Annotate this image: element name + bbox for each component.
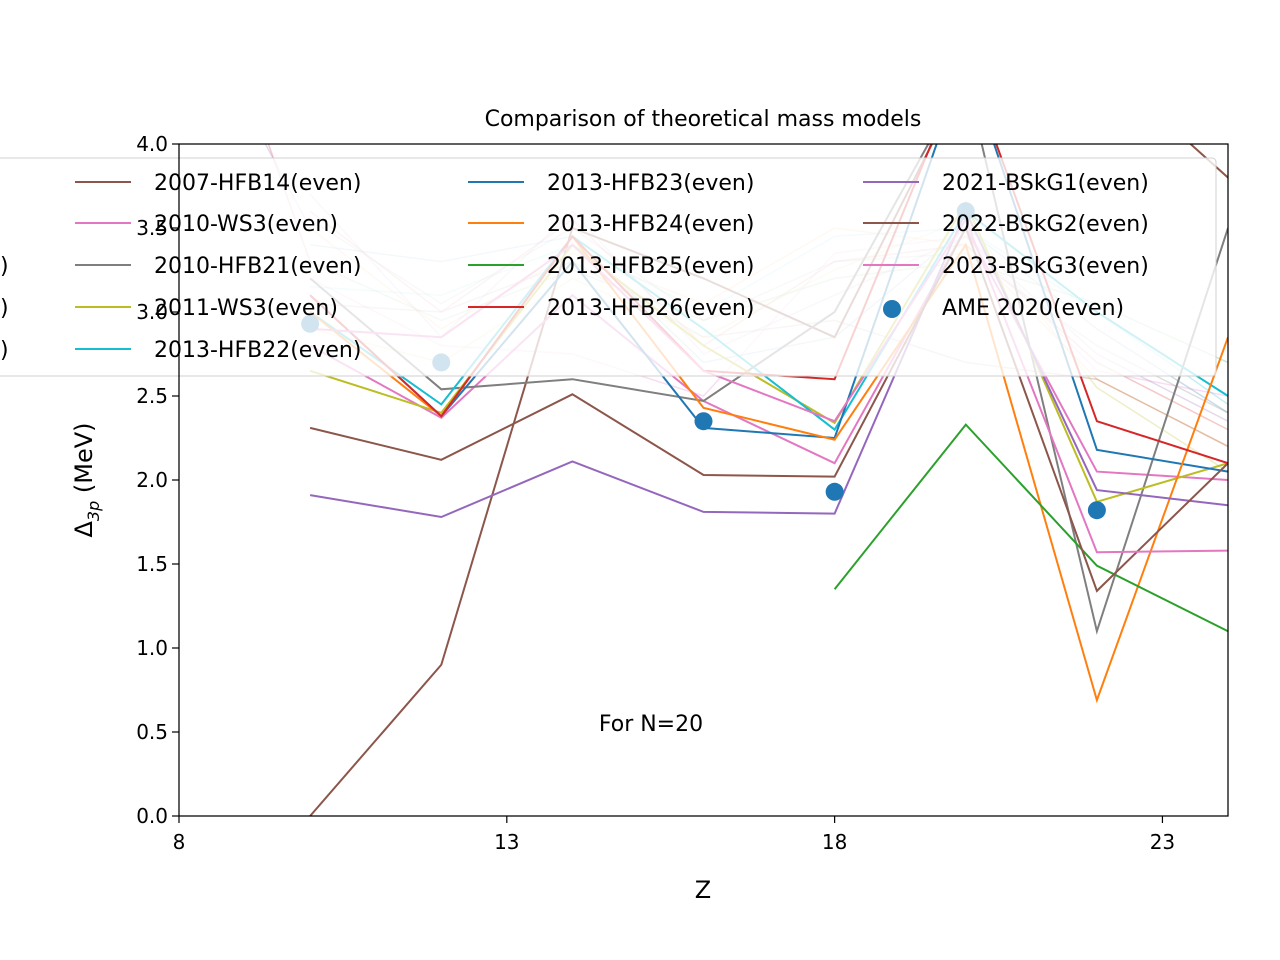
annotation-text: For N=20 xyxy=(599,712,703,737)
y-tick-label-3: 1.5 xyxy=(136,552,168,576)
legend-label-8: 2013-HFB26(even) xyxy=(547,296,754,321)
ame-data-point-2 xyxy=(694,412,713,431)
legend: 2007-HFB14(even) 2010-WS3(even) 2010-HFB21… xyxy=(0,157,1217,377)
legend-label-9: 2021-BSkG1(even) xyxy=(942,171,1149,196)
legend-marker-12 xyxy=(883,300,901,318)
legend-label-5: 2013-HFB23(even) xyxy=(547,171,754,196)
legend-label-12: AME 2020(even) xyxy=(942,296,1124,321)
ame-data-point-3 xyxy=(825,482,844,501)
y-axis-label-unit: (MeV) xyxy=(70,422,98,500)
legend-label-3: 2011-WS3(even) xyxy=(154,296,338,321)
y-axis-label-sub: 3p xyxy=(84,501,103,521)
y-tick-label-7: 3.5 xyxy=(136,216,168,240)
chart-title: Comparison of theoretical mass models xyxy=(485,107,922,132)
legend-partial-label-2: ) xyxy=(0,338,9,363)
y-axis-label: Δ3p (MeV) xyxy=(70,422,103,537)
legend-label-1: 2010-WS3(even) xyxy=(154,212,338,237)
y-tick-label-1: 0.5 xyxy=(136,720,168,744)
legend-frame xyxy=(0,157,1217,377)
y-tick-label-4: 2.0 xyxy=(136,468,168,492)
legend-label-2: 2010-HFB21(even) xyxy=(154,254,361,279)
legend-partial-left: ))) xyxy=(0,254,9,363)
y-tick-label-0: 0.0 xyxy=(136,804,168,828)
legend-label-11: 2023-BSkG3(even) xyxy=(942,254,1149,279)
legend-label-4: 2013-HFB22(even) xyxy=(154,338,361,363)
series-line-10 xyxy=(309,225,1228,593)
x-axis-label: Z xyxy=(695,876,711,904)
x-axis: 8 13 18 23 xyxy=(173,816,1175,854)
x-tick-label-2: 18 xyxy=(822,830,847,854)
y-tick-label-5: 2.5 xyxy=(136,384,168,408)
legend-label-6: 2013-HFB24(even) xyxy=(547,212,754,237)
legend-partial-label-1: ) xyxy=(0,296,9,321)
y-tick-label-6: 3.0 xyxy=(136,300,168,324)
x-tick-label-3: 23 xyxy=(1150,830,1175,854)
x-tick-label-1: 13 xyxy=(494,830,519,854)
y-axis-label-main: Δ xyxy=(70,521,98,538)
y-tick-label-2: 1.0 xyxy=(136,636,168,660)
series-line-5 xyxy=(309,144,1228,473)
x-tick-label-0: 8 xyxy=(173,830,186,854)
y-tick-label-8: 4.0 xyxy=(136,132,168,156)
legend-partial-label-0: ) xyxy=(0,254,9,279)
y-axis: 0.0 0.5 1.0 1.5 2.0 2.5 3.0 3.5 4.0 xyxy=(136,132,179,828)
legend-label-0: 2007-HFB14(even) xyxy=(154,171,361,196)
series-line-7 xyxy=(833,423,1228,633)
legend-label-7: 2013-HFB25(even) xyxy=(547,254,754,279)
series-line-9 xyxy=(309,208,1228,519)
ame-data-point-5 xyxy=(1087,501,1106,520)
legend-items: 2007-HFB14(even) 2010-WS3(even) 2010-HFB21… xyxy=(75,171,1149,363)
legend-label-10: 2022-BSkG2(even) xyxy=(942,212,1149,237)
